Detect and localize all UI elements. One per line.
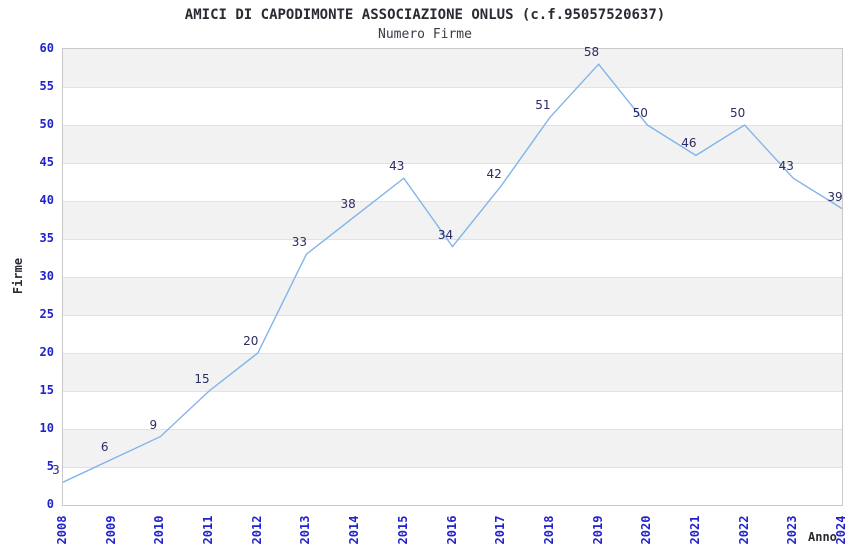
value-label: 50 xyxy=(729,106,746,120)
y-axis-title: Firme xyxy=(11,257,25,295)
y-tick-label: 10 xyxy=(39,421,54,435)
x-tick-label: 2017 xyxy=(493,515,508,545)
value-label: 50 xyxy=(632,106,648,120)
value-label: 6 xyxy=(100,440,109,455)
y-tick-label: 55 xyxy=(39,79,54,93)
plot-band xyxy=(63,201,842,239)
y-tick-label: 20 xyxy=(39,345,54,359)
x-tick-label: 2021 xyxy=(687,515,702,545)
plot-band xyxy=(63,353,842,391)
plot-band xyxy=(63,391,842,429)
value-label: 34 xyxy=(437,227,454,242)
x-tick-label: 2015 xyxy=(395,515,410,545)
value-label: 33 xyxy=(291,235,308,250)
value-label: 42 xyxy=(486,166,502,181)
x-tick-label: 2022 xyxy=(736,515,751,545)
plot-band xyxy=(63,163,842,201)
gridline xyxy=(63,124,842,126)
y-tick-label: 5 xyxy=(46,459,54,473)
value-label: 38 xyxy=(340,197,356,212)
value-label: 43 xyxy=(778,159,794,174)
gridline xyxy=(63,86,842,88)
x-tick-label: 2020 xyxy=(639,515,654,545)
plot-band xyxy=(63,87,842,125)
plot-band xyxy=(63,467,842,505)
value-label: 46 xyxy=(681,136,697,151)
y-tick-label: 30 xyxy=(39,269,54,283)
gridline xyxy=(63,238,842,240)
y-tick-label: 60 xyxy=(39,41,54,55)
x-tick-label: 2018 xyxy=(541,515,556,545)
value-label: 51 xyxy=(535,98,551,113)
x-tick-label: 2013 xyxy=(298,515,313,545)
x-tick-label: 2019 xyxy=(590,515,605,545)
plot-band xyxy=(63,277,842,315)
gridline xyxy=(63,276,842,278)
gridline xyxy=(63,352,842,354)
gridline xyxy=(63,314,842,316)
gridline xyxy=(63,428,842,430)
data-line xyxy=(63,63,842,483)
chart-title: AMICI DI CAPODIMONTE ASSOCIAZIONE ONLUS … xyxy=(184,7,666,23)
value-label: 39 xyxy=(827,189,843,204)
plot-area xyxy=(62,48,843,506)
x-tick-label: 2010 xyxy=(152,515,167,545)
gridline xyxy=(63,200,842,202)
x-tick-label: 2023 xyxy=(785,515,800,545)
y-tick-label: 40 xyxy=(39,193,54,207)
y-tick-label: 25 xyxy=(39,307,54,321)
value-label: 20 xyxy=(243,334,259,348)
plot-band xyxy=(63,49,842,87)
y-tick-label: 0 xyxy=(46,497,54,511)
chart-subtitle: Numero Firme xyxy=(378,27,472,42)
data-line-svg xyxy=(63,63,842,483)
x-tick-label: 2016 xyxy=(444,515,459,545)
x-axis-title: Anno xyxy=(808,530,837,544)
x-tick-label: 2011 xyxy=(201,515,216,545)
y-tick-label: 50 xyxy=(39,117,54,131)
gridline xyxy=(63,390,842,392)
y-tick-label: 45 xyxy=(39,155,54,169)
gridline xyxy=(63,162,842,164)
x-tick-label: 2014 xyxy=(347,515,362,545)
plot-band xyxy=(63,315,842,353)
x-tick-label: 2012 xyxy=(249,515,264,545)
plot-band xyxy=(63,239,842,277)
value-label: 15 xyxy=(194,372,210,386)
value-label: 43 xyxy=(389,159,405,174)
y-tick-label: 35 xyxy=(39,231,54,245)
gridline xyxy=(63,466,842,468)
value-label: 58 xyxy=(583,45,600,60)
value-label: 9 xyxy=(149,417,158,432)
x-tick-label: 2008 xyxy=(55,515,69,545)
y-tick-label: 15 xyxy=(39,383,54,397)
plot-band xyxy=(63,429,842,467)
value-label: 3 xyxy=(52,463,60,478)
x-tick-label: 2009 xyxy=(103,515,118,545)
plot-band xyxy=(63,125,842,163)
